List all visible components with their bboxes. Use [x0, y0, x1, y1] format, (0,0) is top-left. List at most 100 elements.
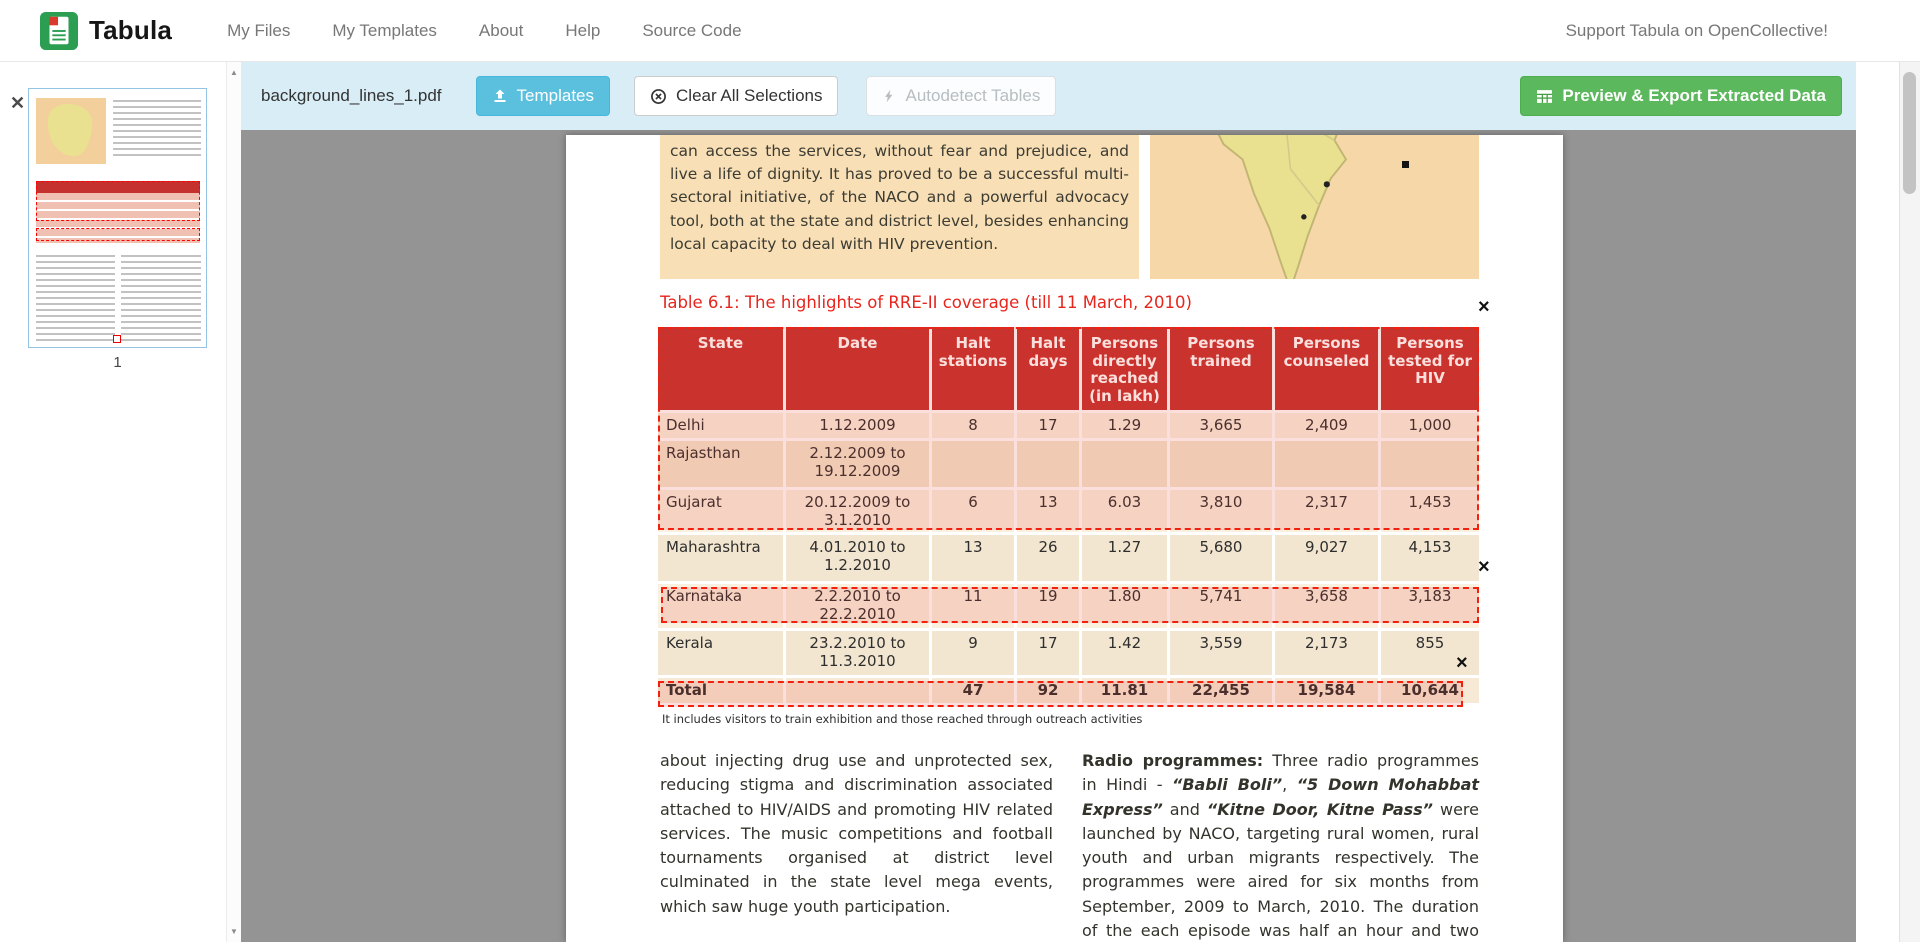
nav-source-code[interactable]: Source Code — [642, 20, 742, 40]
thumbnail-text-block — [113, 100, 201, 160]
clear-selections-button[interactable]: Clear All Selections — [634, 76, 839, 116]
table-header-cell: Halt days — [1017, 327, 1082, 413]
deselect-page-icon[interactable]: ✕ — [10, 93, 26, 113]
nav-my-templates[interactable]: My Templates — [332, 20, 437, 40]
page-number-label: 1 — [113, 354, 122, 371]
data-table: State Date Halt stations Halt days Persons d… — [658, 327, 1479, 706]
remove-selection-1-icon[interactable]: × — [1478, 296, 1490, 318]
table-cell: 13 — [1017, 490, 1082, 535]
india-map-panel — [1150, 135, 1479, 279]
table-cell: 5,680 — [1170, 535, 1275, 584]
lightning-icon — [885, 89, 893, 103]
table-cell: 2,409 — [1275, 413, 1381, 441]
selection-box-1[interactable] — [658, 327, 1479, 530]
pdf-viewer: can access the services, without fear an… — [241, 130, 1856, 942]
table-cell: Gujarat — [658, 490, 786, 535]
sidebar-scrollbar[interactable]: ▲ ▼ — [226, 62, 241, 942]
thumbnail-text-block — [121, 255, 201, 341]
table-cell: Rajasthan — [658, 441, 786, 490]
thumbnail-selection-box — [36, 228, 200, 241]
thumbnail-map-image — [36, 98, 106, 164]
page-scrollbar[interactable] — [1899, 62, 1920, 942]
table-row: Gujarat 20.12.2009 to 3.1.2010 6 13 6.03 3,81… — [658, 490, 1479, 535]
table-row: Maharashtra 4.01.2010 to 1.2.2010 13 26 1.27… — [658, 535, 1479, 584]
templates-button[interactable]: Templates — [475, 76, 611, 116]
table-cell: 3,183 — [1381, 584, 1479, 631]
table-header-cell: Persons counseled — [1275, 327, 1381, 413]
table-cell: 2,317 — [1275, 490, 1381, 535]
table-cell — [1082, 441, 1170, 490]
table-cell: Delhi — [658, 413, 786, 441]
right-column-lead: Radio programmes: — [1082, 751, 1264, 770]
sidebar: ✕ 1 ▲ ▼ — [0, 62, 241, 942]
table-cell: 26 — [1017, 535, 1082, 584]
right-text-column: Radio programmes: Three radio programmes… — [1082, 749, 1479, 942]
pdf-page[interactable]: can access the services, without fear an… — [566, 135, 1563, 942]
india-map — [1217, 135, 1348, 279]
intro-paragraph-block: can access the services, without fear an… — [660, 135, 1139, 279]
page-scrollbar-thumb[interactable] — [1903, 72, 1916, 194]
navbar: Tabula My Files My Templates About Help … — [0, 0, 1920, 62]
scroll-up-icon[interactable]: ▲ — [230, 68, 238, 77]
table-cell: 3,559 — [1170, 631, 1275, 678]
right-column-paragraph: Radio programmes: Three radio programmes… — [1082, 749, 1479, 942]
table-cell: 4,153 — [1381, 535, 1479, 584]
table-cell: 6 — [932, 490, 1017, 535]
selection-box-2[interactable] — [661, 587, 1479, 623]
nav-about[interactable]: About — [478, 20, 524, 40]
table-cell: 1.42 — [1082, 631, 1170, 678]
remove-selection-3-icon[interactable]: × — [1456, 652, 1468, 674]
thumbnail-table — [36, 181, 200, 243]
support-link[interactable]: Support Tabula on OpenCollective! — [1565, 20, 1828, 40]
thumbnail-selection-box — [36, 181, 200, 221]
table-cell: 17 — [1017, 413, 1082, 441]
table-cell: 855 — [1381, 631, 1479, 678]
circle-x-icon — [651, 88, 666, 104]
table-cell: 20.12.2009 to 3.1.2010 — [786, 490, 932, 535]
table-cell: Karnataka — [658, 584, 786, 631]
brand[interactable]: Tabula — [40, 11, 173, 50]
brand-name: Tabula — [89, 15, 173, 45]
table-header-cell: Persons directly reached (in lakh) — [1082, 327, 1170, 413]
document-filename: background_lines_1.pdf — [261, 86, 442, 105]
left-text-column: about injecting drug use and unprotected… — [660, 749, 1053, 919]
table-cell — [1017, 441, 1082, 490]
scroll-down-icon[interactable]: ▼ — [230, 927, 238, 936]
table-row: Total 47 92 11.81 22,455 19,584 10,644 — [658, 678, 1479, 706]
table-header-cell: State — [658, 327, 786, 413]
table-footnote: It includes visitors to train exhibition… — [662, 712, 1143, 726]
intro-paragraph: can access the services, without fear an… — [670, 142, 1129, 253]
table-cell — [1275, 441, 1381, 490]
export-button[interactable]: Preview & Export Extracted Data — [1520, 76, 1842, 116]
table-cell: 11 — [932, 584, 1017, 631]
autodetect-tables-button[interactable]: Autodetect Tables — [866, 76, 1057, 116]
table-cell: Maharashtra — [658, 535, 786, 584]
table-title: Table 6.1: The highlights of RRE-II cove… — [660, 293, 1192, 312]
main-nav: My Files My Templates About Help Source … — [206, 21, 762, 41]
table-cell: 1.29 — [1082, 413, 1170, 441]
table-cell — [1381, 441, 1479, 490]
table-cell: 4.01.2010 to 1.2.2010 — [786, 535, 932, 584]
table-cell: 2.12.2009 to 19.12.2009 — [786, 441, 932, 490]
table-cell: 23.2.2010 to 11.3.2010 — [786, 631, 932, 678]
thumbnail-selection-handle — [113, 335, 121, 343]
tabula-logo-icon — [40, 11, 78, 50]
table-cell — [1170, 441, 1275, 490]
table-cell: 6.03 — [1082, 490, 1170, 535]
table-header-cell: Persons tested for HIV — [1381, 327, 1479, 413]
table-row: Karnataka 2.2.2010 to 22.2.2010 11 19 1.80 5,… — [658, 584, 1479, 631]
selection-box-3[interactable] — [658, 681, 1463, 707]
nav-help[interactable]: Help — [565, 20, 601, 40]
map-legend-square — [1402, 161, 1409, 168]
table-header-cell: Halt stations — [932, 327, 1017, 413]
nav-my-files[interactable]: My Files — [227, 20, 291, 40]
table-cell: 3,665 — [1170, 413, 1275, 441]
table-cell: 8 — [932, 413, 1017, 441]
table-cell: 9 — [932, 631, 1017, 678]
table-cell: 1,000 — [1381, 413, 1479, 441]
remove-selection-2-icon[interactable]: × — [1478, 556, 1490, 578]
page-thumbnail[interactable] — [28, 88, 207, 348]
table-header-cell: Persons trained — [1170, 327, 1275, 413]
table-cell: 2.2.2010 to 22.2.2010 — [786, 584, 932, 631]
table-cell — [932, 441, 1017, 490]
